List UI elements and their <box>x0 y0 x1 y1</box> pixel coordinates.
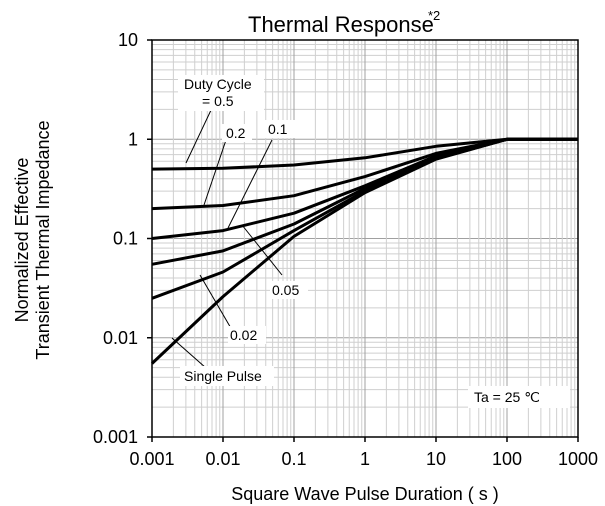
y-tick-label: 1 <box>128 129 138 149</box>
label-bg-ambient <box>468 386 570 408</box>
ticks: 0.001 0.01 0.1 1 10 100 1000 0.001 0.01 0.1 1 10 <box>93 30 598 469</box>
label-bg-single-pulse <box>180 366 274 386</box>
label-bg-duty <box>178 75 264 111</box>
label-duty-0.2: 0.2 <box>226 125 246 141</box>
leader-0.2 <box>203 139 227 206</box>
chart-title: Thermal Response <box>248 12 434 37</box>
label-duty-0.5: = 0.5 <box>202 93 234 109</box>
label-duty-cycle: Duty Cycle <box>184 76 252 92</box>
leader-0.5 <box>185 107 213 164</box>
y-axis-label-line1: Normalized Effective <box>12 158 32 323</box>
x-tick-label: 100 <box>492 449 522 469</box>
y-tick-label: 0.1 <box>113 229 138 249</box>
series-line-single-pulse <box>150 137 578 365</box>
label-duty-0.1: 0.1 <box>268 121 288 137</box>
chart-title-superscript: *2 <box>428 8 440 23</box>
leader-0.05 <box>241 224 283 276</box>
label-bg-0.2 <box>222 124 252 142</box>
y-axis-label-line2: Transient Thermal Impedance <box>33 120 53 359</box>
y-tick-label: 10 <box>118 30 138 50</box>
x-tick-label: 0.01 <box>205 449 240 469</box>
label-duty-0.05: 0.05 <box>272 282 299 298</box>
label-single-pulse: Single Pulse <box>184 368 262 384</box>
leader-0.02 <box>199 274 233 331</box>
y-tick-label: 0.001 <box>93 427 138 447</box>
x-tick-label: 0.1 <box>281 449 306 469</box>
label-bg-0.1 <box>265 120 295 138</box>
annotations: Duty Cycle = 0.5 0.2 0.1 0.05 0.02 Singl… <box>171 75 570 408</box>
y-tick-label: 0.01 <box>103 328 138 348</box>
x-tick-label: 1 <box>360 449 370 469</box>
leader-single-pulse <box>171 337 207 369</box>
label-bg-0.05 <box>270 281 308 299</box>
x-axis-label: Square Wave Pulse Duration ( s ) <box>231 484 498 504</box>
leader-0.1 <box>227 139 273 229</box>
x-tick-label: 1000 <box>558 449 598 469</box>
x-tick-label: 0.001 <box>129 449 174 469</box>
label-ambient-temperature: Ta = 25 ℃ <box>474 389 540 405</box>
label-duty-0.02: 0.02 <box>230 327 257 343</box>
label-bg-0.02 <box>228 326 266 344</box>
series-group <box>150 137 578 365</box>
x-tick-label: 10 <box>426 449 446 469</box>
